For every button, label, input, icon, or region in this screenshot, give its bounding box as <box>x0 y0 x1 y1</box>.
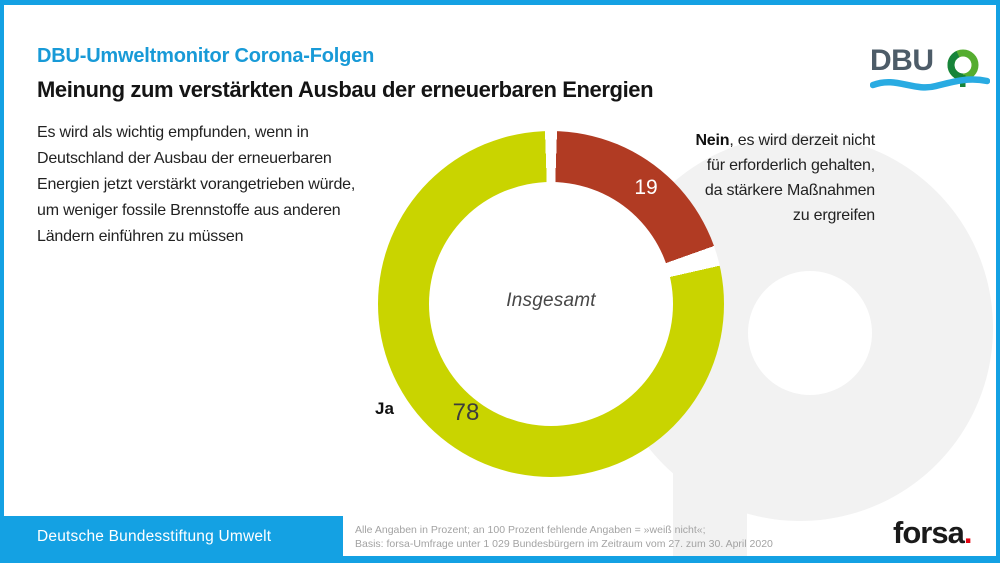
dbu-logo-mark-icon <box>870 49 990 91</box>
footnote-line2: Basis: forsa-Umfrage unter 1 029 Bundesb… <box>355 538 773 550</box>
org-name: Deutsche Bundesstiftung Umwelt <box>37 527 272 545</box>
frame-left-border <box>0 0 4 563</box>
frame-right-border <box>996 0 1000 563</box>
forsa-logo-text: forsa <box>893 515 965 550</box>
frame-top-border <box>0 0 1000 5</box>
footnote-line1: Alle Angaben in Prozent; an 100 Prozent … <box>355 524 706 536</box>
dbu-logo: DBU <box>870 44 990 99</box>
intro-text: Es wird als wichtig empfunden, wenn in D… <box>37 124 356 245</box>
forsa-logo-dot: . <box>963 515 973 550</box>
series-kicker: DBU-Umweltmonitor Corona-Folgen <box>37 45 375 67</box>
dbu-logo-text: DBU <box>870 44 934 77</box>
ja-slice-label: Ja <box>375 399 394 418</box>
frame-bottom-border <box>0 556 1000 563</box>
donut-center-label: Insgesamt <box>506 290 596 311</box>
donut-hole <box>429 182 673 426</box>
ja-slice-value: 78 <box>452 399 480 426</box>
page-title: Meinung zum verstärkten Ausbau der erneu… <box>37 77 654 102</box>
nein-annotation-line1: Nein, es wird derzeit nicht <box>695 132 875 149</box>
footnotes: Alle Angaben in Prozent; an 100 Prozent … <box>355 523 773 551</box>
donut-chart: 19 78 Insgesamt <box>378 131 724 477</box>
forsa-logo: forsa. <box>893 515 973 551</box>
nein-annotation-line3: da stärkere Maßnahmen <box>704 182 875 199</box>
org-name-bar: Deutsche Bundesstiftung Umwelt <box>0 516 343 557</box>
nein-slice-value: 19 <box>634 176 658 199</box>
dbu-wave-icon <box>870 76 990 91</box>
nein-annotation: Nein, es wird derzeit nicht für erforder… <box>695 128 875 228</box>
nein-annotation-line2: für erforderlich gehalten, <box>706 157 875 174</box>
nein-annotation-line4: zu ergreifen <box>792 207 875 224</box>
